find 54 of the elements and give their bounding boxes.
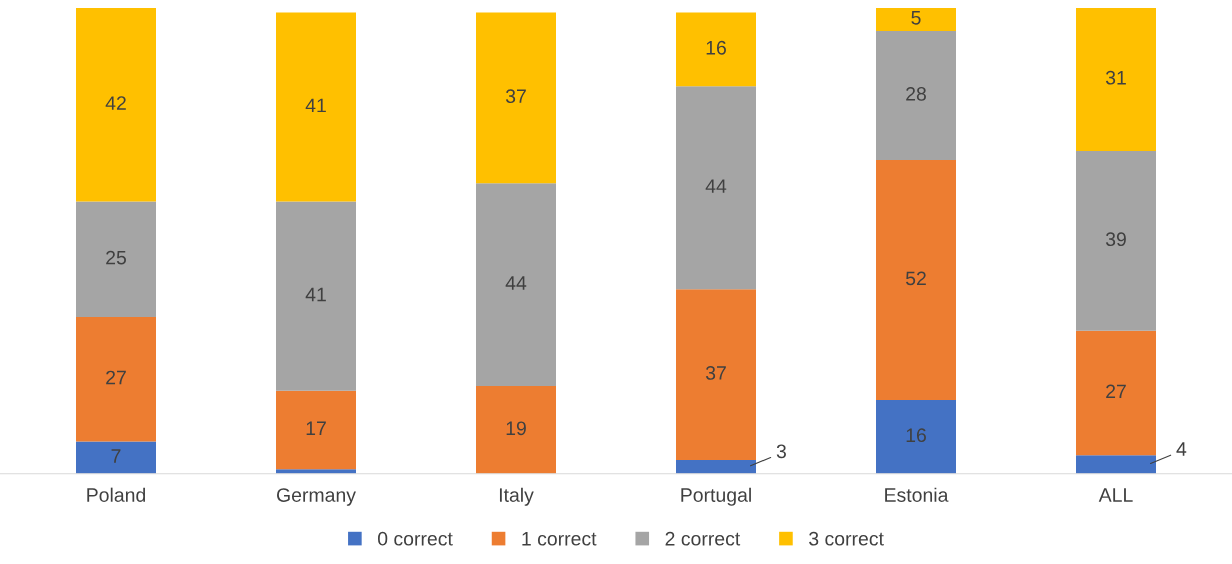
- data-label: 37: [705, 366, 726, 380]
- legend-label: 3 correct: [809, 531, 884, 546]
- bar: [276, 390, 356, 470]
- x-tick-label: Italy: [499, 487, 534, 506]
- data-label: 16: [906, 428, 926, 443]
- data-label: 17: [306, 421, 326, 435]
- bar: [76, 7, 156, 202]
- data-label: 16: [706, 40, 726, 55]
- bar: [476, 386, 556, 474]
- bar: [476, 183, 556, 387]
- data-label: 27: [1106, 384, 1126, 399]
- bar: [276, 12, 356, 202]
- data-label: 37: [505, 89, 526, 104]
- legend-label: 0 correct: [377, 531, 453, 546]
- data-label: 3: [776, 444, 786, 459]
- bar: [676, 289, 756, 460]
- data-label: 44: [505, 276, 527, 290]
- data-label: 52: [905, 271, 926, 286]
- bar: [1076, 150, 1156, 331]
- bar: [1076, 455, 1156, 474]
- bar: [1076, 330, 1156, 456]
- data-label: 42: [105, 96, 126, 110]
- bar: [276, 201, 356, 391]
- bar: [676, 86, 756, 290]
- data-label: 41: [305, 98, 326, 113]
- data-label: 19: [506, 421, 526, 436]
- bar: [876, 30, 956, 161]
- x-tick-label: Portugal: [681, 487, 751, 506]
- data-label: 7: [111, 449, 121, 463]
- bar: [676, 12, 756, 87]
- data-label: 28: [906, 86, 926, 101]
- x-tick-label: Poland: [87, 487, 146, 502]
- legend-label: 2 correct: [665, 531, 741, 546]
- data-label: 31: [1105, 70, 1126, 85]
- bar: [76, 201, 156, 317]
- data-label: 44: [705, 179, 727, 193]
- legend-label: 1 correct: [522, 532, 597, 546]
- data-label: 25: [106, 250, 126, 265]
- x-tick-label: Estonia: [885, 487, 949, 502]
- data-label: 4: [1176, 442, 1187, 456]
- bar: [76, 441, 156, 474]
- bar: [1076, 7, 1156, 151]
- bar: [876, 399, 956, 474]
- data-label: 39: [1105, 232, 1126, 247]
- bar: [76, 316, 156, 442]
- bar: [876, 160, 956, 400]
- data-label: 27: [106, 370, 126, 385]
- x-tick-label: ALL: [1098, 488, 1133, 502]
- bar: [676, 459, 756, 474]
- data-label: 5: [911, 11, 921, 25]
- data-label: 41: [305, 287, 326, 302]
- x-tick-label: Germany: [277, 488, 356, 506]
- bar: [476, 12, 556, 184]
- bar: [876, 7, 956, 31]
